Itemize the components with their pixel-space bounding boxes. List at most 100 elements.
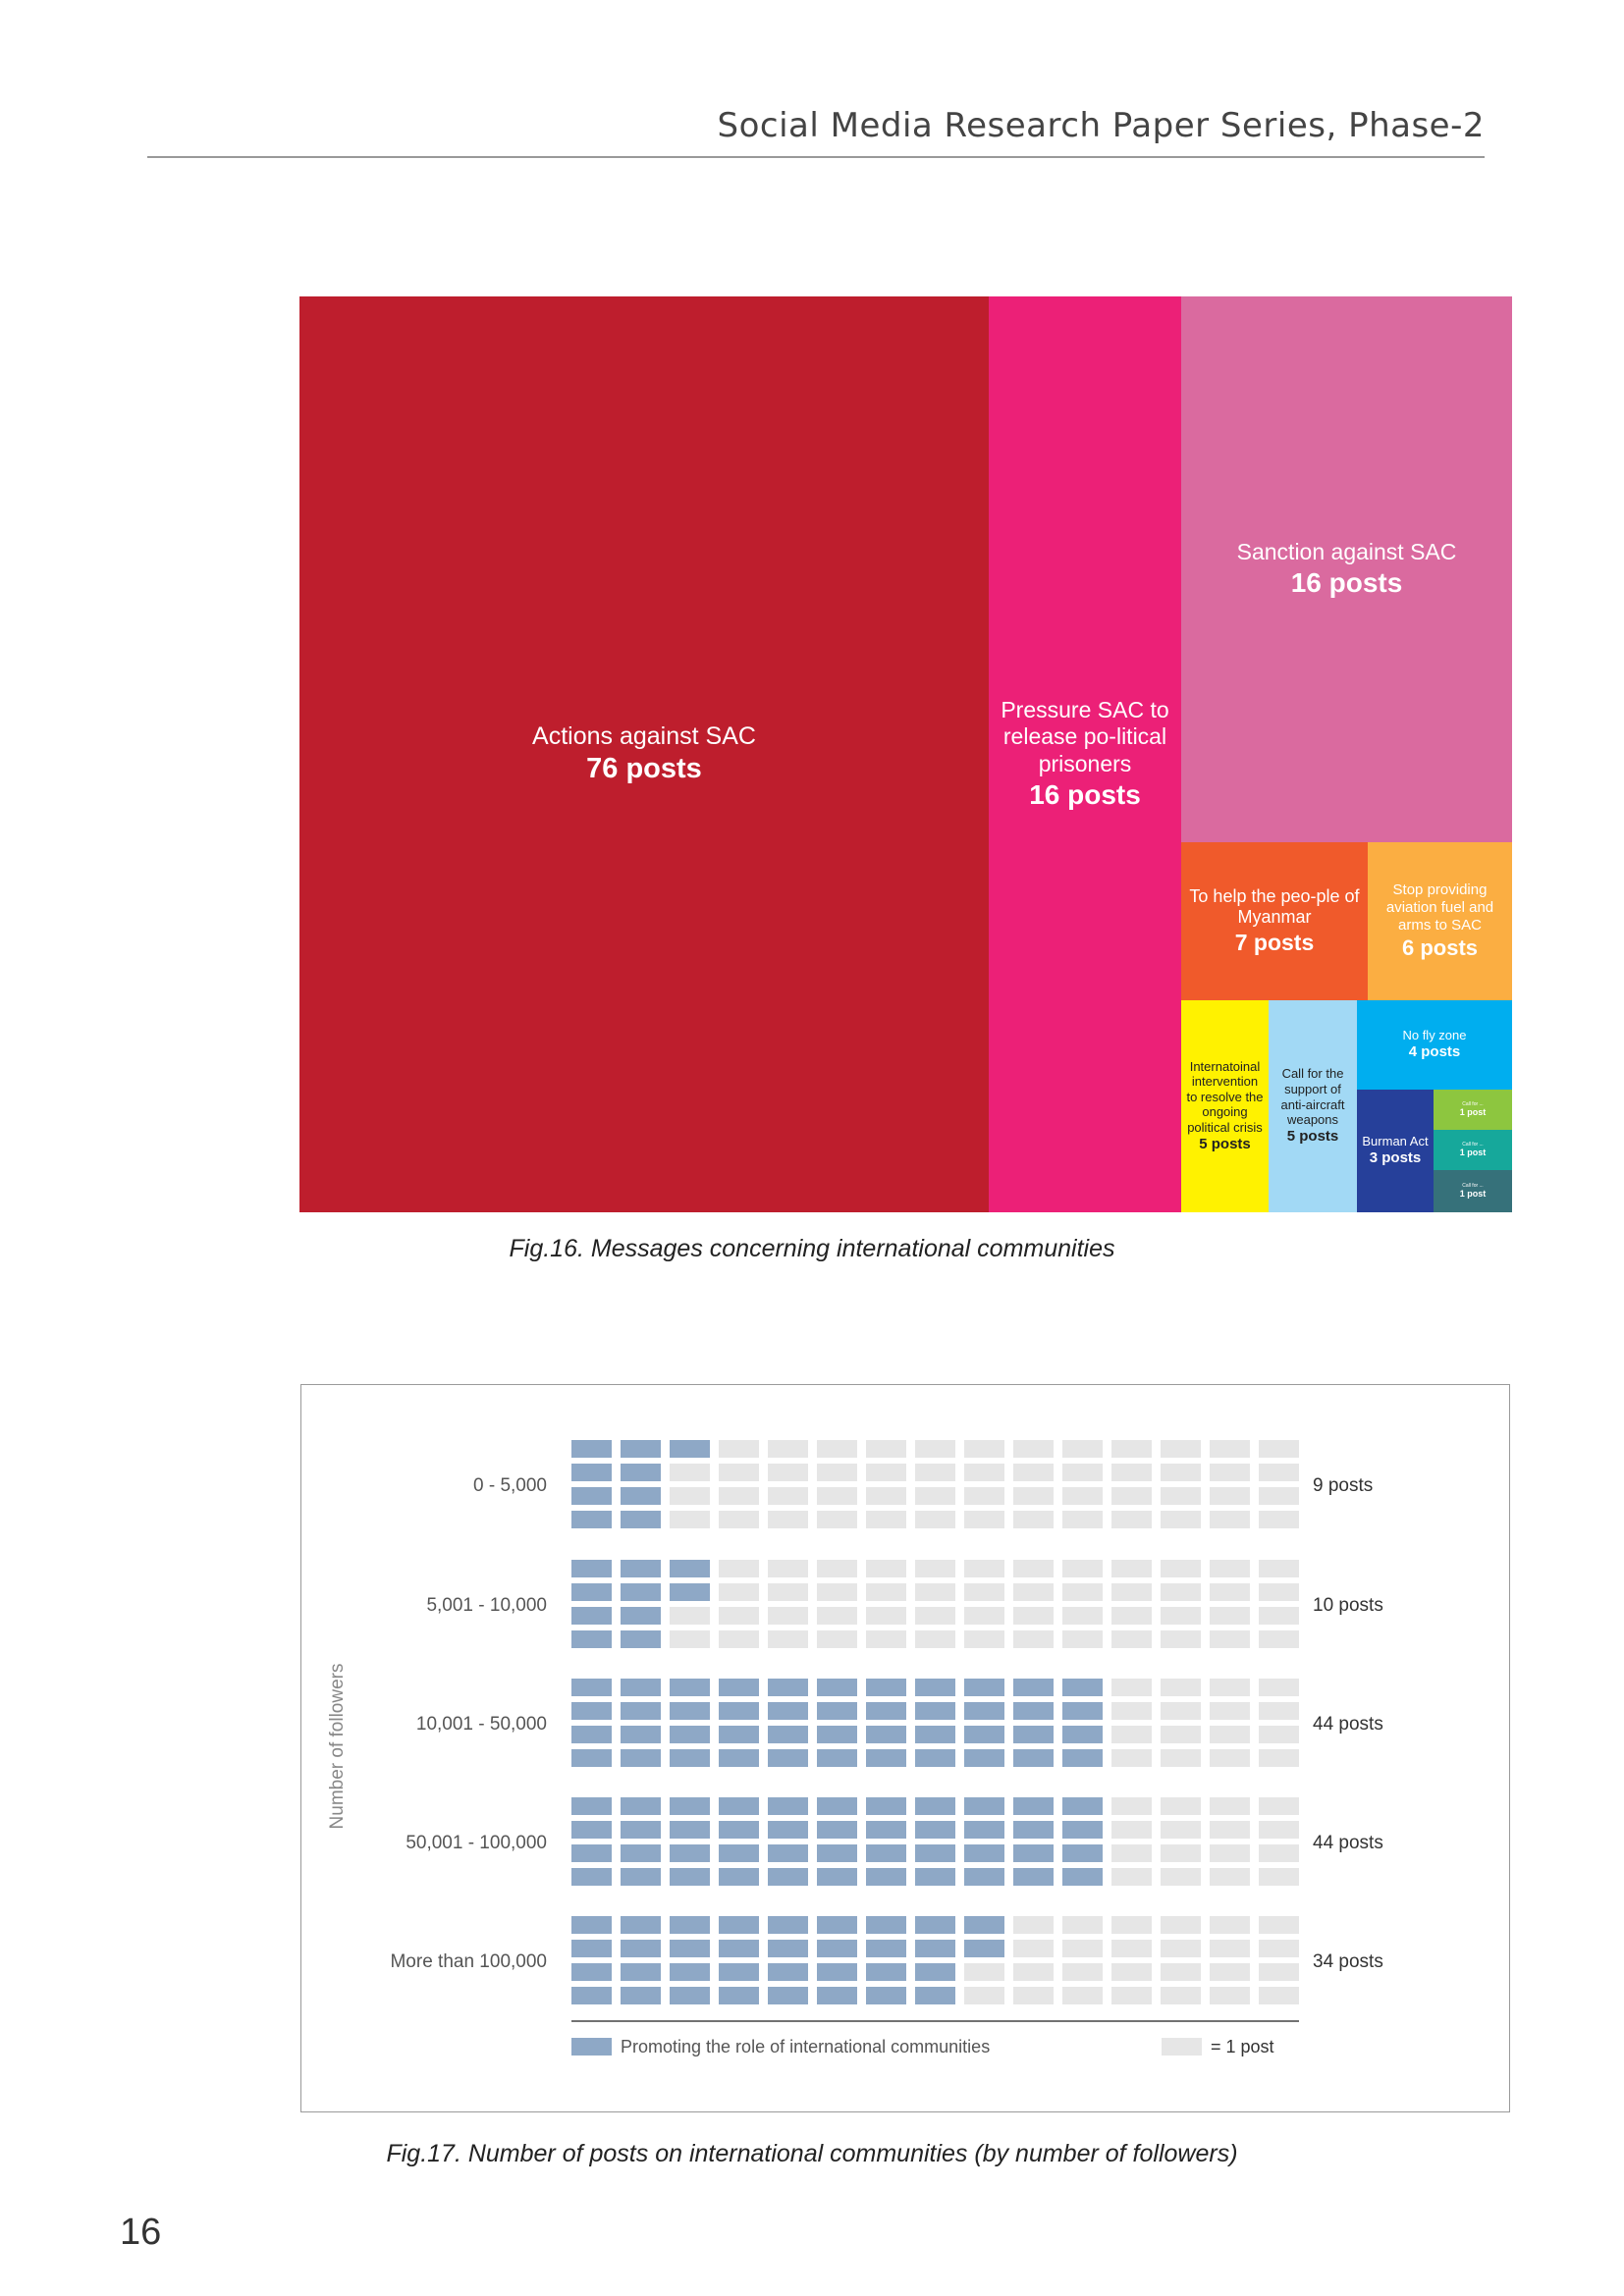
- waffle-cell-empty: [1259, 1963, 1299, 1981]
- category-label: 0 - 5,000: [473, 1475, 547, 1496]
- waffle-cell-filled: [768, 1987, 808, 2004]
- category-label: More than 100,000: [390, 1951, 547, 1972]
- waffle-cell-empty: [1161, 1607, 1201, 1625]
- waffle-cell-empty: [817, 1630, 857, 1648]
- waffle-cell-filled: [621, 1940, 661, 1957]
- waffle-cell-empty: [1111, 1630, 1152, 1648]
- waffle-cell-empty: [1259, 1749, 1299, 1767]
- header-rule: [147, 156, 1485, 158]
- waffle-cell-filled: [817, 1916, 857, 1934]
- waffle-cell-empty: [719, 1583, 759, 1601]
- waffle-cell-empty: [915, 1630, 955, 1648]
- waffle-cell-empty: [866, 1630, 906, 1648]
- waffle-cell-empty: [1013, 1916, 1054, 1934]
- waffle-cell-filled: [1013, 1726, 1054, 1743]
- waffle-cell-filled: [866, 1726, 906, 1743]
- legend-unit-label: = 1 post: [1211, 2037, 1274, 2056]
- value-label: 9 posts: [1313, 1475, 1373, 1496]
- waffle-cell-empty: [866, 1487, 906, 1505]
- waffle-cell-filled: [719, 1702, 759, 1720]
- waffle-cell-empty: [1259, 1464, 1299, 1481]
- waffle-cell-filled: [621, 1797, 661, 1815]
- treemap-tile: Stop providing aviation fuel and arms to…: [1368, 842, 1512, 1000]
- waffle-cell-filled: [915, 1749, 955, 1767]
- waffle-cell-filled: [915, 1726, 955, 1743]
- waffle-cell-filled: [719, 1868, 759, 1886]
- treemap-tile-label: No fly zone: [1402, 1028, 1467, 1043]
- treemap-tile-label: Sanction against SAC: [1236, 538, 1457, 564]
- treemap-tile-count: 3 posts: [1369, 1148, 1422, 1166]
- treemap-tile: Call for ... 1 post: [1434, 1090, 1512, 1130]
- waffle-cell-empty: [1111, 1844, 1152, 1862]
- treemap-tile-count: 1 post: [1459, 1147, 1487, 1157]
- waffle-cell-empty: [1210, 1464, 1250, 1481]
- waffle-cell-empty: [1259, 1844, 1299, 1862]
- waffle-cell-empty: [1013, 1963, 1054, 1981]
- waffle-cell-empty: [964, 1511, 1004, 1528]
- waffle-cell-empty: [1062, 1440, 1103, 1458]
- waffle-cell-empty: [817, 1464, 857, 1481]
- waffle-cell-filled: [866, 1797, 906, 1815]
- waffle-cell-empty: [1210, 1726, 1250, 1743]
- waffle-cell-empty: [817, 1440, 857, 1458]
- waffle-cell-empty: [1259, 1726, 1299, 1743]
- treemap-tile-count: 16 posts: [1029, 779, 1141, 811]
- waffle-cell-empty: [964, 1607, 1004, 1625]
- waffle-cell-empty: [1210, 1560, 1250, 1577]
- waffle-cell-filled: [768, 1940, 808, 1957]
- waffle-cell-filled: [768, 1963, 808, 1981]
- waffle-cell-filled: [915, 1702, 955, 1720]
- waffle-cell-filled: [670, 1821, 710, 1839]
- waffle-cell-filled: [670, 1749, 710, 1767]
- waffle-cell-empty: [1111, 1987, 1152, 2004]
- treemap-tile-count: 5 posts: [1199, 1135, 1251, 1152]
- waffle-cell-filled: [1013, 1679, 1054, 1696]
- waffle-cell-filled: [571, 1749, 612, 1767]
- waffle-cell-empty: [1013, 1560, 1054, 1577]
- waffle-cell-filled: [621, 1702, 661, 1720]
- treemap-tile: Sanction against SAC 16 posts: [1181, 296, 1512, 842]
- waffle-cell-filled: [571, 1560, 612, 1577]
- waffle-cell-filled: [915, 1987, 955, 2004]
- waffle-cell-empty: [1013, 1940, 1054, 1957]
- treemap-tile: Internatoinal intervention to resolve th…: [1181, 1000, 1269, 1212]
- waffle-cell-empty: [768, 1583, 808, 1601]
- waffle-cell-filled: [719, 1844, 759, 1862]
- page-number: 16: [120, 2212, 162, 2253]
- waffle-cell-filled: [915, 1844, 955, 1862]
- waffle-cell-filled: [1013, 1797, 1054, 1815]
- waffle-cell-empty: [1210, 1487, 1250, 1505]
- waffle-cell-filled: [670, 1679, 710, 1696]
- waffle-cell-empty: [1062, 1511, 1103, 1528]
- waffle-cell-filled: [571, 1821, 612, 1839]
- waffle-cell-empty: [1210, 1583, 1250, 1601]
- header-title: Social Media Research Paper Series, Phas…: [717, 106, 1485, 145]
- waffle-cell-empty: [1161, 1987, 1201, 2004]
- waffle-cell-empty: [1210, 1916, 1250, 1934]
- waffle-cell-empty: [964, 1464, 1004, 1481]
- waffle-cell-empty: [1062, 1583, 1103, 1601]
- waffle-cell-filled: [1062, 1679, 1103, 1696]
- waffle-cell-filled: [866, 1821, 906, 1839]
- waffle-cell-empty: [1161, 1726, 1201, 1743]
- waffle-cell-filled: [719, 1749, 759, 1767]
- waffle-cell-filled: [621, 1844, 661, 1862]
- waffle-cell-filled: [621, 1916, 661, 1934]
- waffle-cell-filled: [571, 1987, 612, 2004]
- waffle-cell-empty: [866, 1560, 906, 1577]
- waffle-cell-empty: [1161, 1868, 1201, 1886]
- waffle-cell-empty: [1210, 1702, 1250, 1720]
- waffle-cell-filled: [964, 1702, 1004, 1720]
- treemap-tile-label: Stop providing aviation fuel and arms to…: [1385, 881, 1494, 934]
- waffle-cell-empty: [1161, 1487, 1201, 1505]
- waffle-cell-filled: [621, 1726, 661, 1743]
- treemap-tile-label: Call for ...: [1462, 1100, 1484, 1107]
- waffle-cell-empty: [1062, 1987, 1103, 2004]
- waffle-cell-filled: [817, 1797, 857, 1815]
- waffle-cell-filled: [964, 1679, 1004, 1696]
- waffle-cell-empty: [817, 1607, 857, 1625]
- waffle-cell-filled: [571, 1607, 612, 1625]
- waffle-cell-empty: [1013, 1440, 1054, 1458]
- waffle-cell-empty: [1062, 1916, 1103, 1934]
- waffle-cell-empty: [719, 1630, 759, 1648]
